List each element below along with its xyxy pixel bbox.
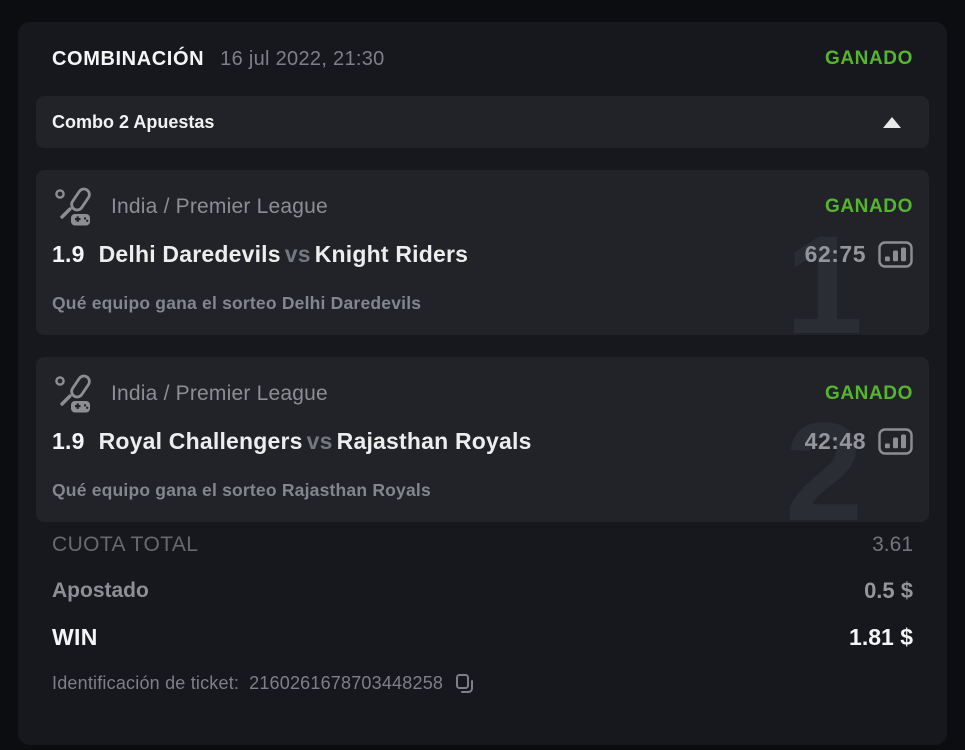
e-cricket-icon <box>52 187 98 227</box>
total-odds-row: CUOTA TOTAL 3.61 <box>18 522 947 568</box>
bar-chart-icon[interactable] <box>878 240 913 268</box>
away-team: Rajasthan Royals <box>336 427 532 454</box>
bet-odds: 1.9 <box>52 240 85 267</box>
vs-separator: vs <box>284 240 311 267</box>
chevron-up-icon[interactable] <box>883 116 901 128</box>
copy-icon[interactable] <box>455 673 474 694</box>
bet-item-1: 1 India / Premier League <box>36 170 929 335</box>
bet-slip-card: COMBINACIÓN 16 jul 2022, 21:30 GANADO Co… <box>18 22 947 745</box>
combo-label: Combo 2 Apuestas <box>52 111 215 132</box>
slip-type-title: COMBINACIÓN <box>52 47 205 70</box>
bet-item-2: 2 India / Premier League <box>36 357 929 522</box>
match-score: 42:48 <box>804 427 866 454</box>
vs-separator: vs <box>306 427 333 454</box>
total-odds-value: 3.61 <box>872 533 913 556</box>
stake-row: Apostado 0.5 $ <box>18 568 947 614</box>
stake-value: 0.5 $ <box>864 578 913 603</box>
league-breadcrumb: India / Premier League <box>111 382 328 405</box>
slip-datetime: 16 jul 2022, 21:30 <box>220 47 385 70</box>
match-score: 62:75 <box>804 240 866 267</box>
matchup-title: 1.9 Delhi Daredevils vs Knight Riders <box>52 241 468 268</box>
league-breadcrumb: India / Premier League <box>111 195 328 218</box>
combo-toggle-bar[interactable]: Combo 2 Apuestas <box>36 96 929 148</box>
win-row: WIN 1.81 $ <box>18 614 947 660</box>
bet-status-badge: GANADO <box>824 196 913 217</box>
bet-status-badge: GANADO <box>824 383 913 404</box>
matchup-title: 1.9 Royal Challengers vs Rajasthan Royals <box>52 428 532 455</box>
stake-label: Apostado <box>52 579 149 602</box>
slip-status-badge: GANADO <box>824 48 913 69</box>
ticket-id-value: 2160261678703448258 <box>249 672 444 693</box>
ticket-id-row: Identificación de ticket: 21602616787034… <box>18 662 947 704</box>
e-cricket-icon <box>52 374 98 414</box>
win-label: WIN <box>52 623 98 650</box>
away-team: Knight Riders <box>314 240 469 267</box>
home-team: Royal Challengers <box>98 427 303 454</box>
ticket-id-label: Identificación de ticket: <box>52 672 240 693</box>
bet-index-watermark: 1 <box>785 206 863 335</box>
bet-odds: 1.9 <box>52 427 85 454</box>
market-description: Qué equipo gana el sorteo Rajasthan Roya… <box>52 479 431 500</box>
total-odds-label: CUOTA TOTAL <box>52 533 199 556</box>
bar-chart-icon[interactable] <box>878 427 913 455</box>
slip-header: COMBINACIÓN 16 jul 2022, 21:30 GANADO <box>18 22 947 96</box>
home-team: Delhi Daredevils <box>98 240 281 267</box>
bet-index-watermark: 2 <box>785 393 863 522</box>
win-value: 1.81 $ <box>849 623 913 650</box>
market-description: Qué equipo gana el sorteo Delhi Daredevi… <box>52 292 422 313</box>
